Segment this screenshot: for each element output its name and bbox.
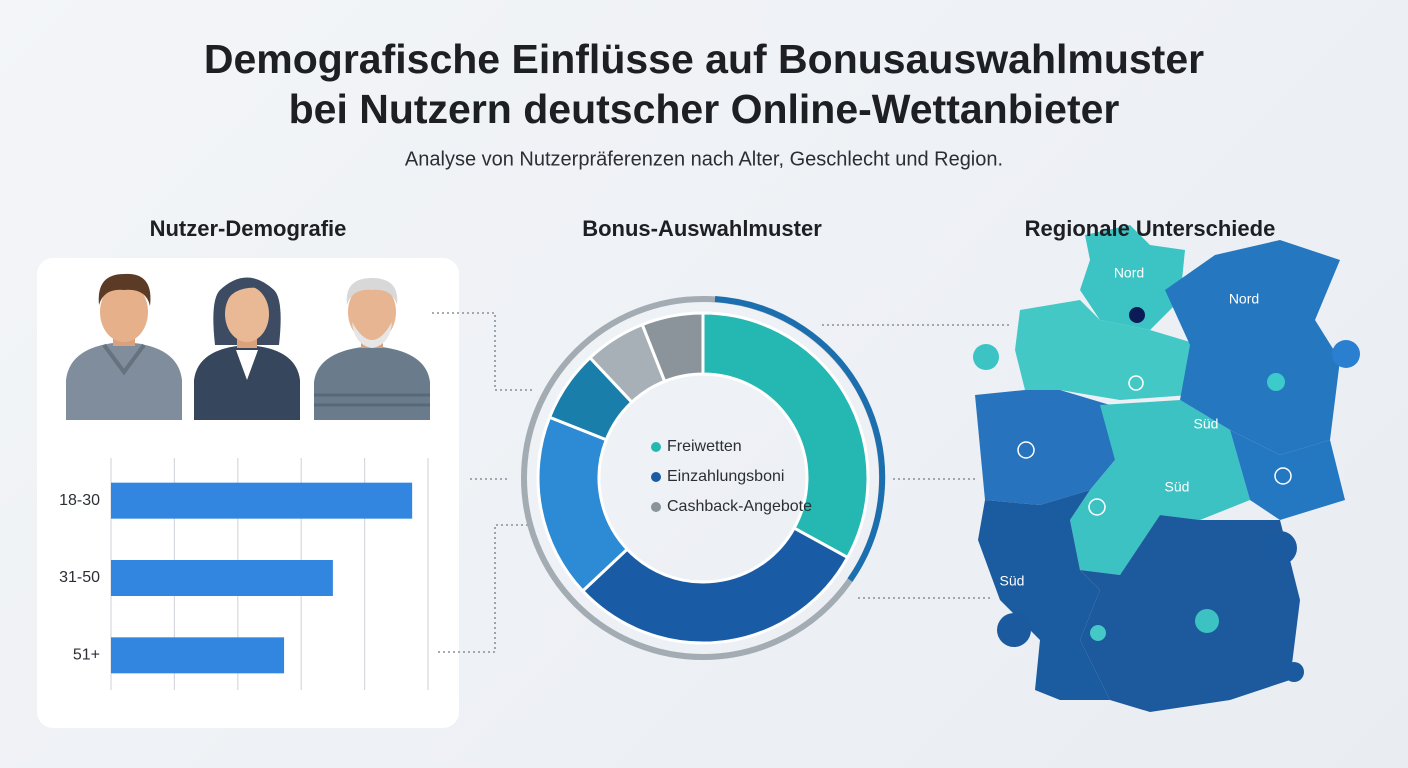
map-label: Süd xyxy=(1000,573,1025,589)
category-label: 18-30 xyxy=(59,492,100,509)
donut-segment xyxy=(701,311,870,560)
category-label: 31-50 xyxy=(59,569,100,586)
map-label: Nord xyxy=(1114,265,1144,281)
map-label: Süd xyxy=(1165,479,1190,495)
person-senior xyxy=(314,278,430,420)
subtitle: Analyse von Nutzerpräferenzen nach Alter… xyxy=(405,148,1003,170)
section-title: Bonus-Auswahlmuster xyxy=(582,216,822,241)
map-label: Süd xyxy=(1194,416,1219,432)
legend-marker xyxy=(651,472,661,482)
section-title: Nutzer-Demografie xyxy=(150,216,347,241)
connector xyxy=(432,312,532,391)
legend-label: Freiwetten xyxy=(667,438,742,455)
legend-marker xyxy=(651,442,661,452)
legend-label: Einzahlungsboni xyxy=(667,468,784,485)
section-title: Regionale Unterschiede xyxy=(1025,216,1276,241)
donut-ring-accent xyxy=(714,296,886,582)
donut-segment xyxy=(640,311,705,384)
title: Demografische Einflüsse auf Bonusauswahl… xyxy=(204,36,1204,82)
donut: Freiwetten Einzahlungsboni Cashback-Angebo… xyxy=(536,311,870,645)
legend-label: Cashback-Angebote xyxy=(667,498,812,515)
bar xyxy=(111,482,413,519)
bar-chart: 18-30 31-50 51+ xyxy=(59,458,429,690)
donut-segment xyxy=(580,526,850,645)
person-woman xyxy=(194,277,300,420)
legend-marker xyxy=(651,502,661,512)
map-label: Nord xyxy=(1229,291,1259,307)
connector xyxy=(438,524,532,653)
category-label: 51+ xyxy=(73,647,100,664)
person-young xyxy=(66,273,182,420)
map xyxy=(973,225,1360,712)
title: bei Nutzern deutscher Online-Wettanbiete… xyxy=(289,86,1120,132)
bar xyxy=(111,637,285,674)
bar xyxy=(111,560,333,596)
